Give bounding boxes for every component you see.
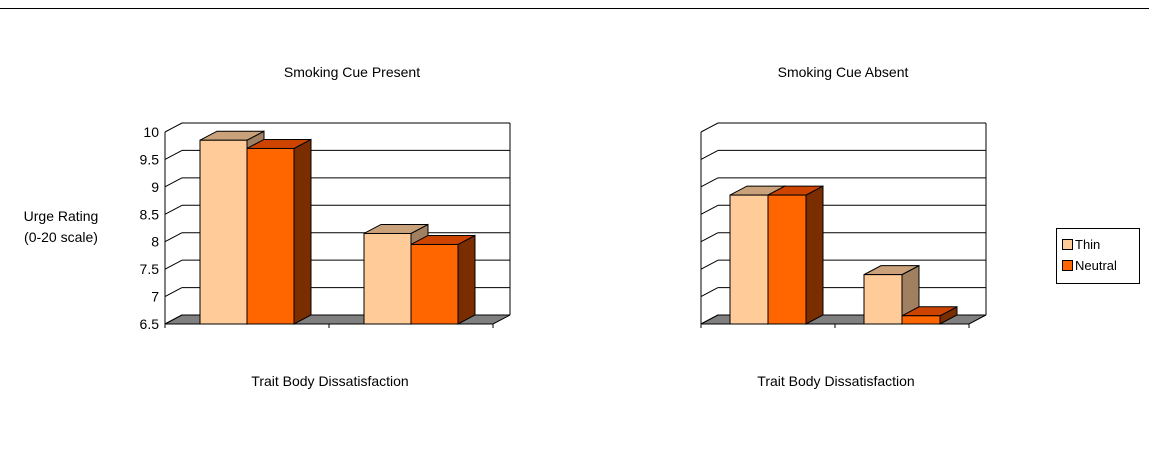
legend-label-thin: Thin	[1075, 237, 1101, 252]
chart-2-wall-tick	[700, 204, 719, 215]
legend-item-thin: Thin	[1062, 237, 1100, 253]
legend-item-neutral: Neutral	[1062, 258, 1117, 274]
chart-1-bar-front	[246, 147, 295, 325]
chart-1-wall-tick	[164, 232, 183, 243]
chart-1-wall-tick	[164, 149, 183, 160]
chart-2-bar-neutral-2	[901, 305, 958, 325]
chart-1-y-tick-label: 8.5	[140, 206, 160, 222]
chart-1-y-tick-label: 7.5	[140, 261, 160, 277]
chart-1-y-tick-label: 10	[143, 124, 159, 140]
chart-1-bar-neutral-2	[410, 234, 476, 325]
chart-1-bar-side	[293, 138, 312, 325]
chart-1-plot-area: 6.5 7 7.5 8 8.5 9 9.5 10	[140, 122, 511, 332]
chart-1-wall-tick	[164, 204, 183, 215]
chart-2-bar-front	[901, 315, 941, 325]
chart-2-title: Smoking Cue Absent	[778, 64, 909, 80]
chart-2-wall-tick	[700, 232, 719, 243]
chart-2-bar-front	[729, 194, 769, 325]
chart-2-plot-area	[700, 122, 987, 328]
legend-swatch-neutral	[1062, 260, 1073, 272]
chart-1-bar-front	[410, 243, 459, 325]
chart-1-y-tick-label: 9.5	[140, 151, 160, 167]
chart-2-bar-front	[863, 274, 903, 325]
chart-2-bar-front	[767, 194, 807, 325]
legend-label-neutral: Neutral	[1075, 258, 1117, 273]
chart-2-bar-neutral-1	[767, 185, 824, 325]
chart-2-bar-side	[805, 185, 824, 325]
chart-2-wall-tick	[700, 287, 719, 298]
chart-1-wall-tick	[164, 177, 183, 188]
chart-1-bar-neutral-1	[246, 138, 312, 325]
chart-1-title: Smoking Cue Present	[284, 64, 420, 80]
legend: Thin Neutral	[1056, 228, 1140, 284]
chart-1-wall-tick	[164, 122, 183, 133]
chart-1-bar-front	[199, 139, 248, 325]
y-axis-label-line-2: (0-20 scale)	[24, 229, 98, 245]
legend-swatch-thin	[1062, 239, 1073, 251]
chart-1-y-tick-label: 8	[151, 234, 159, 250]
chart-2-wall-tick	[700, 259, 719, 270]
chart-2-wall-tick	[700, 122, 719, 133]
chart-1-y-tick-label: 7	[151, 289, 159, 305]
chart-1-wall-tick	[164, 259, 183, 270]
top-divider-line	[0, 8, 1149, 9]
chart-1-bar-front	[363, 232, 412, 325]
chart-2-bar-thin-2	[863, 264, 920, 325]
chart-1-bar-side	[457, 234, 476, 325]
chart-1-y-tick-label: 9	[151, 179, 159, 195]
chart-1-x-axis-label: Trait Body Dissatisfaction	[251, 373, 408, 389]
chart-2-wall-tick	[700, 177, 719, 188]
chart-2-wall-tick	[700, 149, 719, 160]
chart-1-y-tick-label: 6.5	[140, 316, 160, 332]
chart-1-wall-tick	[164, 287, 183, 298]
chart-2-x-axis-label: Trait Body Dissatisfaction	[757, 373, 914, 389]
y-axis-label-line-1: Urge Rating	[24, 208, 99, 224]
